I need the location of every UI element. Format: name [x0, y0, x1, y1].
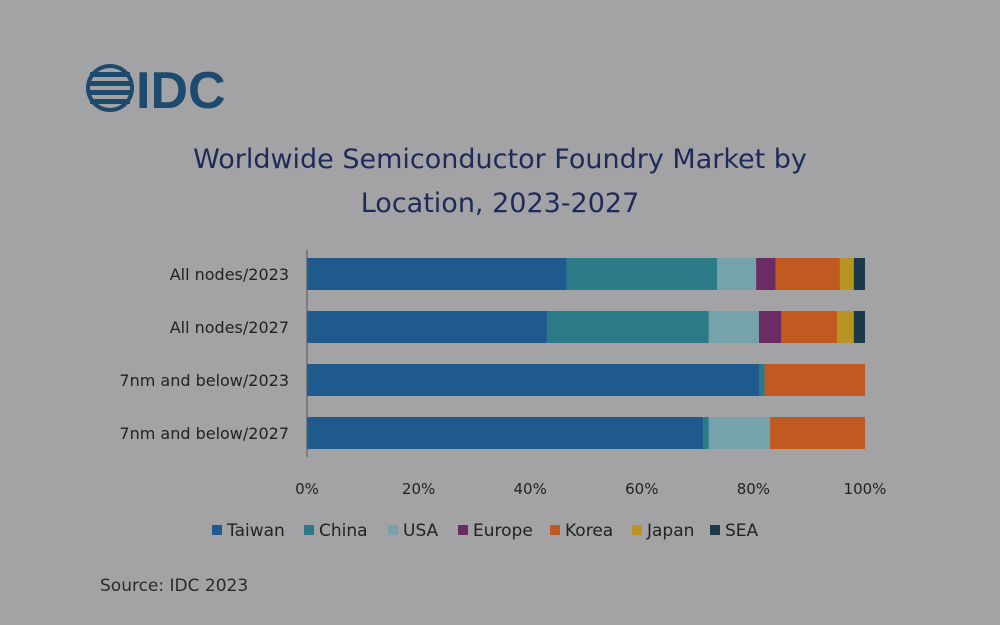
bar-segment-china-1 [566, 258, 718, 290]
bar-segment-europe-2 [758, 311, 782, 343]
bar-segment-usa-2 [708, 311, 759, 343]
bar-segment-sea-2 [853, 311, 865, 343]
globe-icon [86, 64, 134, 112]
chart-title-line1: Worldwide Semiconductor Foundry Market b… [193, 144, 807, 175]
bar-segment-korea-1 [775, 258, 840, 290]
source-note: Source: IDC 2023 [100, 576, 249, 596]
bar-segment-china-3 [758, 364, 765, 396]
legend-swatch-taiwan [212, 525, 222, 535]
x-tick-label-3: 40% [514, 480, 547, 498]
legend-swatch-usa [388, 525, 398, 535]
x-tick-label-6: 100% [844, 480, 887, 498]
bar-segment-taiwan-3 [307, 364, 759, 396]
bar-segment-taiwan-1 [307, 258, 567, 290]
category-label-3: 7nm and below/2023 [119, 371, 289, 390]
legend: Taiwan China USA Europe Korea Japan SEA [212, 521, 759, 541]
bar-segment-korea-2 [781, 311, 838, 343]
bar-segment-china-2 [546, 311, 709, 343]
category-label-1: All nodes/2023 [170, 265, 289, 284]
x-tick-label-1: 0% [295, 480, 319, 498]
x-tick-label-2: 20% [402, 480, 435, 498]
logo-text: IDC [136, 62, 226, 116]
legend-swatch-china [304, 525, 314, 535]
legend-label-japan: Japan [646, 521, 694, 541]
category-label-2: All nodes/2027 [170, 318, 289, 337]
legend-label-korea: Korea [565, 521, 613, 541]
bar-segment-usa-1 [717, 258, 757, 290]
x-tick-label-5: 80% [737, 480, 770, 498]
x-tick-label-4: 60% [625, 480, 658, 498]
bar-segment-china-4 [703, 417, 709, 449]
bar-segment-sea-1 [853, 258, 865, 290]
bars-group [307, 258, 865, 449]
bar-segment-korea-4 [770, 417, 865, 449]
category-label-4: 7nm and below/2027 [119, 424, 289, 443]
legend-label-usa: USA [403, 521, 439, 541]
bar-segment-taiwan-4 [307, 417, 704, 449]
bar-segment-usa-4 [708, 417, 771, 449]
category-labels: All nodes/2023 All nodes/2027 7nm and belo… [119, 265, 289, 443]
legend-label-sea: SEA [725, 521, 759, 541]
bar-segment-korea-3 [764, 364, 865, 396]
legend-swatch-sea [710, 525, 720, 535]
bar-segment-taiwan-2 [307, 311, 547, 343]
legend-label-europe: Europe [473, 521, 533, 541]
bar-segment-japan-1 [839, 258, 854, 290]
idc-logo: IDC [86, 62, 226, 116]
bar-segment-europe-1 [756, 258, 776, 290]
legend-label-taiwan: Taiwan [226, 521, 285, 541]
legend-label-china: China [319, 521, 368, 541]
chart-title-line2: Location, 2023-2027 [360, 188, 640, 219]
legend-swatch-europe [458, 525, 468, 535]
bar-segment-japan-2 [837, 311, 854, 343]
x-axis: 0% 20% 40% 60% 80% 100% [295, 250, 886, 498]
legend-swatch-korea [550, 525, 560, 535]
legend-swatch-japan [632, 525, 642, 535]
